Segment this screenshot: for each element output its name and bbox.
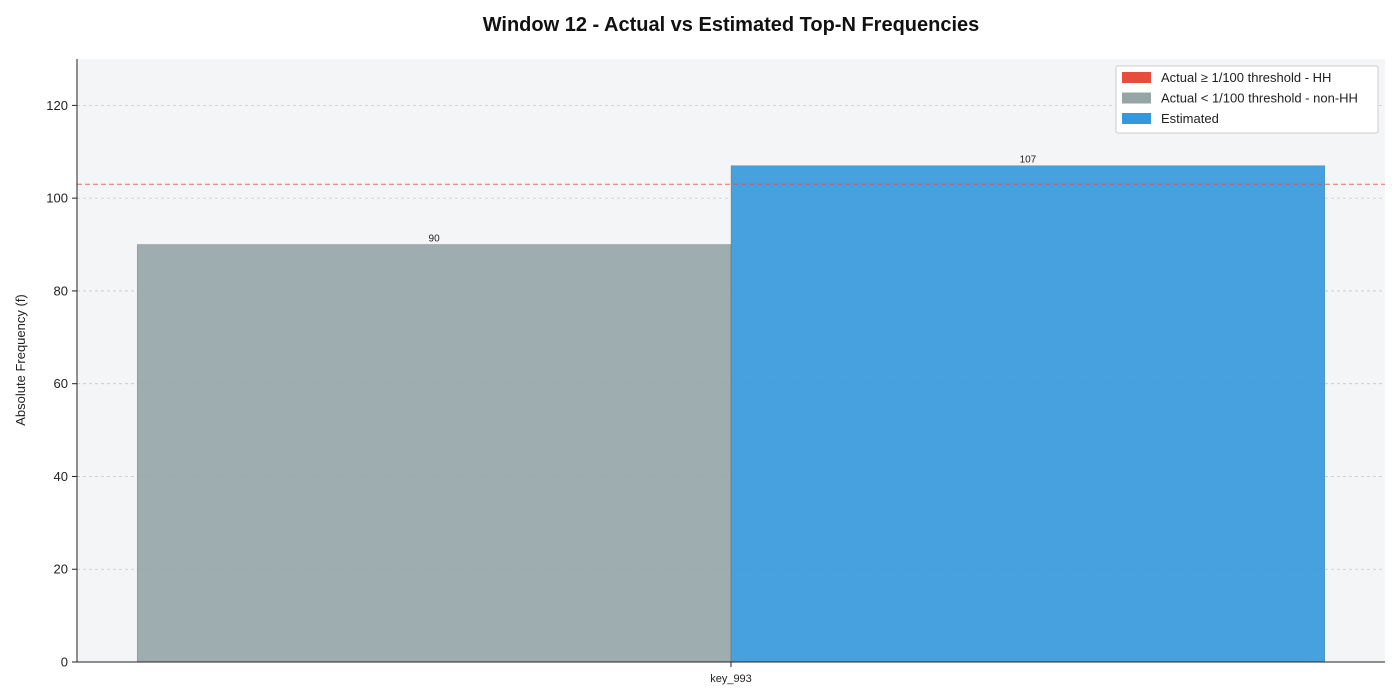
data-labels: 90 107	[429, 155, 1037, 245]
bar-series-0-key_993	[136, 244, 732, 663]
y-tick-label: 60	[54, 376, 68, 391]
legend-swatch	[1122, 72, 1151, 83]
legend-box	[1115, 65, 1379, 134]
y-tick-label: 0	[61, 655, 68, 670]
y-tick-label: 100	[46, 191, 68, 206]
chart-title: Window 12 - Actual vs Estimated Top-N Fr…	[483, 14, 980, 36]
legend: Actual ≥ 1/100 threshold - HH Actual < 1/…	[1115, 65, 1379, 134]
legend-label: Actual < 1/100 threshold - non-HH	[1161, 91, 1358, 106]
legend-label: Estimated	[1161, 111, 1219, 126]
bar-value-label: 107	[1020, 155, 1037, 166]
y-tick-label: 40	[54, 469, 68, 484]
bars	[136, 165, 1326, 663]
legend-entries: Actual ≥ 1/100 threshold - HH Actual < 1/…	[1122, 70, 1358, 126]
y-tick-label: 80	[54, 283, 68, 298]
bar-value-label: 90	[429, 234, 441, 245]
x-tick-label: key_993	[710, 673, 752, 685]
y-ticks: 0 20 40 60 80 100 120	[46, 98, 77, 670]
x-ticks: key_993	[710, 662, 752, 685]
legend-swatch	[1122, 92, 1151, 104]
y-axis-label: Absolute Frequency (f)	[13, 294, 28, 426]
legend-label: Actual ≥ 1/100 threshold - HH	[1161, 70, 1331, 85]
legend-swatch	[1122, 113, 1151, 124]
bar-series-1-key_993	[730, 165, 1326, 663]
y-tick-label: 120	[46, 98, 68, 113]
y-tick-label: 20	[54, 562, 68, 577]
